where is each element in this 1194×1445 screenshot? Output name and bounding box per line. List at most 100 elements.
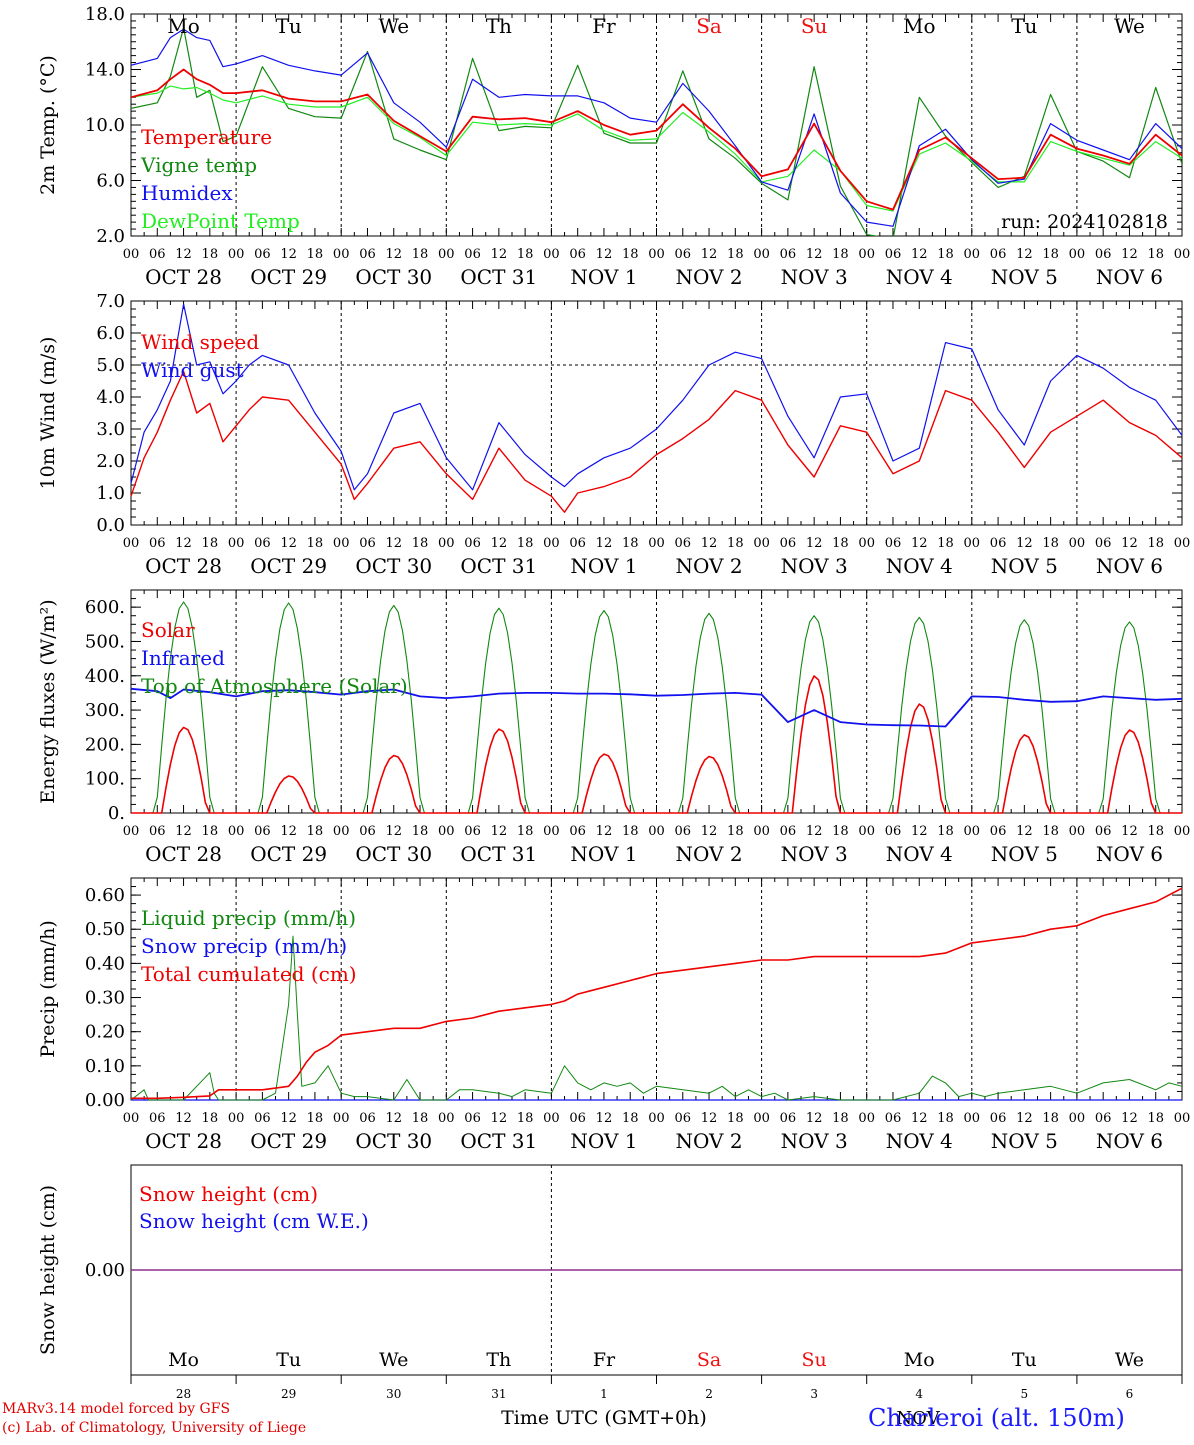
hour-label: 00	[543, 536, 560, 551]
date-label: OCT 29	[250, 265, 327, 289]
weekday-label: Mo	[167, 14, 200, 38]
hour-label: 00	[1174, 1111, 1191, 1126]
hour-label: 12	[385, 536, 402, 551]
date-label: OCT 30	[355, 265, 432, 289]
hour-label: 00	[438, 1111, 455, 1126]
hour-label: 12	[701, 824, 718, 839]
hour-label: 00	[228, 536, 245, 551]
hour-label: 06	[675, 247, 692, 262]
hour-label: 12	[1121, 824, 1138, 839]
weekday-label: Sa	[696, 14, 722, 38]
infrared-line	[130, 687, 1183, 728]
weekday-label: Mo	[168, 1349, 199, 1371]
weekday-label: Mo	[904, 1349, 935, 1371]
y-tick-label: 3.0	[96, 419, 125, 440]
hour-label: 18	[412, 824, 429, 839]
day-number-label: 28	[176, 1387, 191, 1401]
hour-label: 12	[491, 824, 508, 839]
weekday-label: Tu	[276, 1349, 301, 1371]
hour-label: 00	[1069, 247, 1086, 262]
hour-label: 00	[123, 536, 140, 551]
date-label: NOV 6	[1096, 1129, 1163, 1153]
hour-label: 12	[1121, 247, 1138, 262]
hour-label: 18	[307, 1111, 324, 1126]
hour-label: 06	[780, 247, 797, 262]
hour-label: 00	[333, 1111, 350, 1126]
hour-label: 12	[175, 1111, 192, 1126]
hour-label: 18	[202, 824, 219, 839]
date-label: OCT 30	[355, 554, 432, 578]
hour-label: 06	[1095, 824, 1112, 839]
hour-label: 12	[385, 247, 402, 262]
total-cumulated-line	[131, 887, 1183, 1100]
hour-label: 12	[1016, 824, 1033, 839]
weekday-label: We	[1114, 14, 1145, 38]
weekday-label: Th	[486, 14, 512, 38]
hour-label: 00	[333, 247, 350, 262]
date-label: NOV 5	[991, 1129, 1058, 1153]
hour-label: 12	[280, 824, 297, 839]
y-tick-label: 2.0	[96, 451, 125, 472]
hour-label: 12	[1121, 536, 1138, 551]
hour-label: 12	[701, 536, 718, 551]
date-label: NOV 1	[570, 1129, 637, 1153]
hour-label: 18	[202, 536, 219, 551]
weekday-label: Mo	[903, 14, 936, 38]
legend-entry: Solar	[141, 618, 195, 642]
hour-label: 18	[622, 824, 639, 839]
hour-label: 06	[149, 536, 166, 551]
date-label: OCT 28	[145, 1129, 222, 1153]
hour-label: 18	[1042, 536, 1059, 551]
hour-label: 18	[1147, 536, 1164, 551]
hour-label: 06	[1095, 1111, 1112, 1126]
y-tick-label: 4.0	[96, 387, 125, 408]
hour-label: 00	[964, 1111, 981, 1126]
date-label: NOV 4	[886, 842, 953, 866]
date-label: NOV 5	[991, 554, 1058, 578]
weekday-label: Su	[802, 1349, 827, 1371]
date-label: NOV 6	[1096, 554, 1163, 578]
hour-label: 06	[359, 824, 376, 839]
date-label: OCT 28	[145, 842, 222, 866]
hour-label: 00	[228, 1111, 245, 1126]
series-lightgreen-line	[131, 85, 1182, 212]
date-label: NOV 5	[991, 265, 1058, 289]
hour-label: 06	[464, 536, 481, 551]
hour-label: 18	[1147, 1111, 1164, 1126]
hour-label: 06	[885, 247, 902, 262]
hour-label: 12	[385, 824, 402, 839]
hour-label: 12	[806, 824, 823, 839]
hour-label: 00	[123, 824, 140, 839]
hour-label: 00	[964, 247, 981, 262]
hour-label: 06	[464, 824, 481, 839]
hour-label: 00	[543, 247, 560, 262]
date-label: OCT 31	[460, 554, 537, 578]
y-tick-label: 0.20	[85, 1022, 125, 1043]
hour-label: 12	[701, 1111, 718, 1126]
hour-label: 06	[569, 247, 586, 262]
hour-label: 12	[385, 1111, 402, 1126]
weekday-label: Tu	[1011, 14, 1037, 38]
hour-label: 12	[701, 247, 718, 262]
y-tick-label: 0.30	[85, 988, 125, 1009]
date-label: NOV 3	[781, 1129, 848, 1153]
date-label: OCT 31	[460, 1129, 537, 1153]
hour-label: 06	[675, 536, 692, 551]
hour-label: 12	[175, 247, 192, 262]
hour-label: 18	[517, 1111, 534, 1126]
hour-label: 06	[149, 824, 166, 839]
hour-label: 12	[911, 824, 928, 839]
hour-label: 12	[1016, 1111, 1033, 1126]
hour-label: 00	[753, 824, 770, 839]
series-red-line	[131, 68, 1182, 211]
y-axis-title: Energy fluxes (W/m²)	[37, 599, 59, 803]
date-label: NOV 1	[570, 554, 637, 578]
hour-label: 06	[359, 247, 376, 262]
plot-frame	[130, 589, 1183, 814]
y-tick-label: 600.	[85, 597, 125, 618]
date-label: NOV 1	[570, 842, 637, 866]
hour-label: 18	[727, 1111, 744, 1126]
hour-label: 06	[885, 824, 902, 839]
legend-entry: Liquid precip (mm/h)	[141, 906, 356, 930]
